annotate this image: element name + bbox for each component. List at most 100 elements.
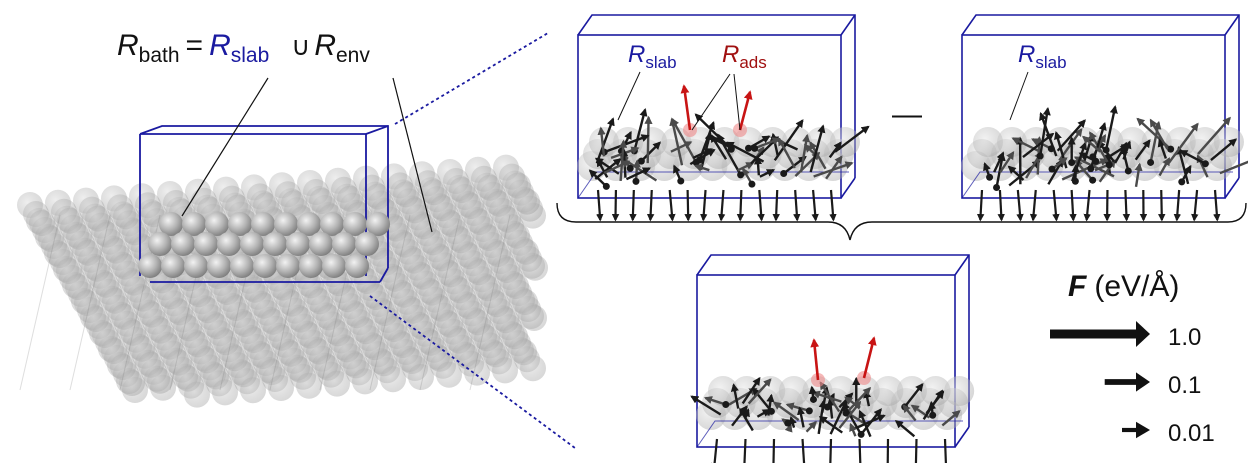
force-arrow-down — [800, 438, 808, 463]
slab-atom — [171, 232, 195, 256]
panel-atom — [944, 376, 975, 406]
slab-atom — [345, 254, 369, 278]
force-arrow — [1071, 141, 1088, 182]
env-atom — [296, 372, 322, 399]
slab-pointer-line — [181, 77, 269, 217]
slab-atom — [138, 254, 162, 278]
force-arrow — [993, 151, 1005, 173]
panel-box-front — [577, 34, 842, 199]
env-atom — [380, 366, 406, 393]
panel-atom — [1189, 127, 1220, 157]
force-arrow-down — [769, 438, 778, 463]
force-arrow-down — [736, 189, 745, 222]
panel-slab-only — [961, 14, 1248, 222]
force-arrow — [845, 386, 872, 414]
force-arrow — [773, 119, 804, 162]
force-arrow — [1073, 156, 1115, 178]
slab-atom — [161, 254, 185, 278]
force-arrow — [772, 401, 800, 422]
force-arrow — [1120, 145, 1130, 172]
force-arrow — [1134, 162, 1143, 188]
slab-atom — [228, 212, 252, 236]
env-atom — [436, 361, 462, 388]
atom-marker — [745, 144, 753, 152]
difference-brace — [556, 202, 1247, 241]
panel-atom — [755, 376, 786, 406]
env-lattice-line — [469, 214, 511, 391]
atom-marker — [767, 407, 775, 415]
force-arrow-down — [629, 189, 637, 222]
atom-marker — [986, 173, 994, 181]
force-arrow — [742, 408, 750, 420]
force-arrow-down — [829, 189, 837, 222]
force-arrow — [825, 155, 843, 180]
force-arrow — [1197, 116, 1231, 155]
atom-marker — [1147, 158, 1155, 166]
env-atom — [212, 379, 238, 406]
slab-box-front — [150, 267, 389, 283]
force-arrow-down — [1029, 189, 1038, 222]
force-arrow-down — [856, 438, 865, 463]
panel-b-slab-label: Rslab — [1018, 41, 1067, 72]
panel-a-slab-label: Rslab — [628, 41, 677, 72]
force-arrow — [902, 404, 917, 422]
env-lattice-line — [419, 214, 461, 391]
panel-box — [577, 14, 856, 178]
atom-marker — [632, 177, 640, 185]
adsorbate-force-arrow — [810, 338, 820, 381]
force-arrow — [1104, 105, 1118, 151]
force-arrow-down — [1122, 189, 1131, 222]
legend-arrow-head — [1136, 372, 1150, 392]
atom-marker — [751, 144, 759, 152]
force-arrow — [694, 113, 733, 151]
force-arrow — [805, 420, 817, 433]
slab-atom — [263, 232, 287, 256]
slab-atom — [253, 254, 277, 278]
adsorbate-force-arrow — [680, 84, 692, 131]
force-arrow — [595, 117, 615, 164]
panel-a-ads-pointer-1 — [691, 73, 731, 131]
env-pointer-line — [392, 77, 433, 233]
force-arrow — [1134, 139, 1151, 161]
force-arrow — [1022, 132, 1055, 159]
slab-atom — [322, 254, 346, 278]
force-arrow-down — [942, 438, 950, 463]
env-atom — [522, 254, 548, 281]
force-arrow — [752, 387, 773, 413]
panel-box-edge — [1224, 177, 1240, 199]
force-arrow — [633, 108, 648, 152]
slab-atom — [230, 254, 254, 278]
force-arrow — [597, 126, 606, 157]
atom-marker — [1036, 152, 1044, 160]
force-arrow — [1158, 157, 1171, 177]
force-arrow — [826, 397, 835, 419]
force-arrow — [860, 408, 882, 436]
atom-marker — [780, 169, 788, 177]
force-arrow — [1039, 106, 1051, 157]
force-arrow — [603, 160, 631, 175]
force-arrow — [1082, 135, 1102, 153]
atom-marker — [929, 411, 937, 419]
env-atom — [352, 368, 378, 395]
zoom-line-bottom — [369, 295, 576, 449]
env-atom — [268, 375, 294, 401]
force-arrow — [784, 423, 793, 433]
force-arrow-down — [684, 189, 692, 222]
force-arrow — [819, 381, 841, 413]
panel-box — [696, 254, 970, 427]
slab-atom — [274, 212, 298, 236]
force-arrow — [737, 161, 755, 172]
force-arrow-down — [700, 189, 708, 222]
force-arrow — [777, 137, 796, 169]
atom-marker — [1124, 167, 1132, 175]
atom-marker — [626, 164, 634, 172]
force-arrow — [1210, 138, 1238, 161]
panel-box-front — [696, 274, 956, 448]
atom-marker — [1068, 159, 1076, 167]
legend-title: F (eV/Å) — [1068, 270, 1179, 303]
slab-atom — [182, 212, 206, 236]
slab-atom — [184, 254, 208, 278]
env-lattice-line — [369, 214, 411, 391]
force-arrow — [853, 414, 886, 431]
panel-b-slab-pointer — [1009, 71, 1029, 121]
